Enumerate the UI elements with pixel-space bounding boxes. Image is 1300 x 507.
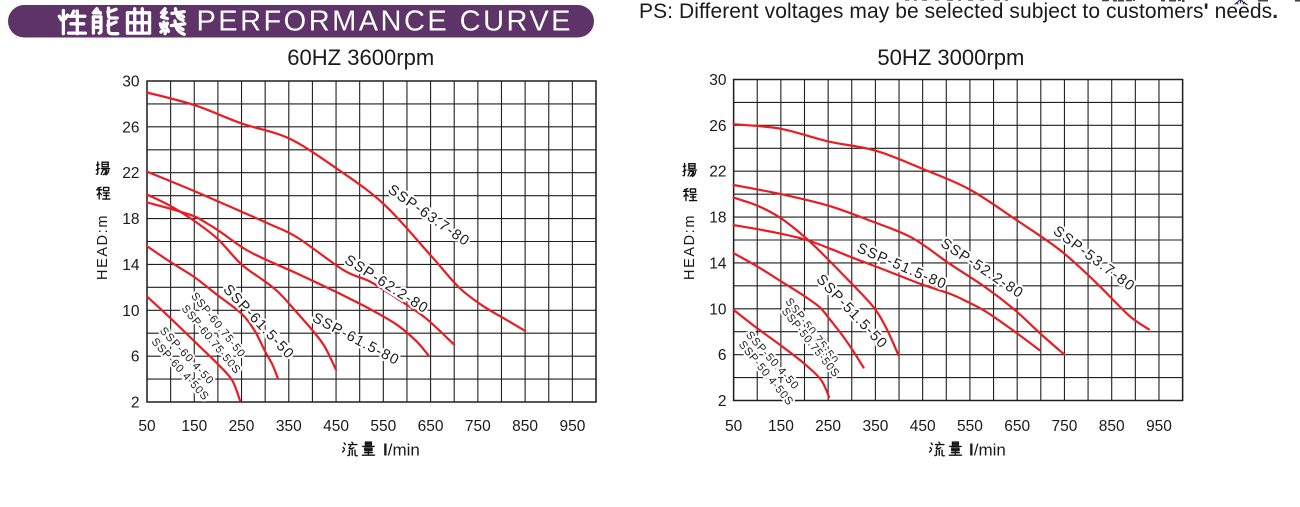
svg-text:450: 450 (910, 418, 936, 435)
svg-text:HEAD:m: HEAD:m (682, 214, 698, 280)
svg-text:10: 10 (122, 303, 140, 320)
svg-text:50: 50 (725, 418, 743, 435)
svg-text:6: 6 (131, 349, 140, 366)
svg-text:550: 550 (370, 418, 396, 435)
svg-text:10: 10 (709, 301, 727, 318)
svg-text:650: 650 (1004, 418, 1030, 435)
svg-text:22: 22 (122, 165, 139, 182)
svg-text:PERFORMANCE CURVE: PERFORMANCE CURVE (197, 6, 571, 38)
svg-text:26: 26 (122, 119, 139, 136)
svg-text:2: 2 (718, 393, 727, 410)
svg-text:SSP-52.2-80: SSP-52.2-80 (937, 236, 1025, 302)
svg-text:30: 30 (709, 72, 727, 89)
svg-text:22: 22 (709, 164, 726, 181)
svg-text:650: 650 (418, 418, 444, 435)
svg-text:50: 50 (138, 418, 156, 435)
svg-text:850: 850 (512, 418, 538, 435)
svg-text:18: 18 (709, 210, 726, 227)
svg-text:150: 150 (768, 418, 794, 435)
svg-text:18: 18 (122, 211, 139, 228)
svg-text:26: 26 (709, 118, 726, 135)
svg-text:750: 750 (465, 418, 491, 435)
svg-text:SSP-53.7-80: SSP-53.7-80 (1050, 223, 1137, 294)
svg-text:750: 750 (1051, 418, 1077, 435)
svg-text:850: 850 (1099, 418, 1125, 435)
svg-text:HEAD:m: HEAD:m (95, 214, 111, 280)
svg-text:2: 2 (131, 395, 140, 412)
svg-text:30: 30 (122, 74, 140, 91)
svg-text:PS: Different voltages may be: PS: Different voltages may be selected s… (639, 0, 1278, 23)
svg-text:l/min: l/min (383, 441, 420, 460)
svg-text:450: 450 (323, 418, 349, 435)
svg-text:950: 950 (1146, 418, 1172, 435)
svg-text:6: 6 (718, 347, 727, 364)
svg-text:l/min: l/min (969, 441, 1006, 460)
svg-text:50HZ 3000rpm: 50HZ 3000rpm (877, 45, 1024, 70)
svg-text:350: 350 (862, 418, 888, 435)
svg-text:SSP-63.7-80: SSP-63.7-80 (385, 182, 472, 250)
svg-text:250: 250 (229, 418, 255, 435)
svg-text:14: 14 (122, 257, 140, 274)
svg-text:350: 350 (276, 418, 302, 435)
svg-text:950: 950 (559, 418, 585, 435)
svg-text:SSP-62.2-80: SSP-62.2-80 (342, 252, 431, 316)
svg-text:550: 550 (957, 418, 983, 435)
svg-text:SSP-50.75-50: SSP-50.75-50 (783, 296, 840, 366)
svg-text:250: 250 (815, 418, 841, 435)
svg-text:SSP-51.5-80: SSP-51.5-80 (854, 240, 948, 292)
svg-text:60HZ 3600rpm: 60HZ 3600rpm (287, 45, 434, 70)
svg-text:150: 150 (181, 418, 207, 435)
svg-text:14: 14 (709, 255, 727, 272)
